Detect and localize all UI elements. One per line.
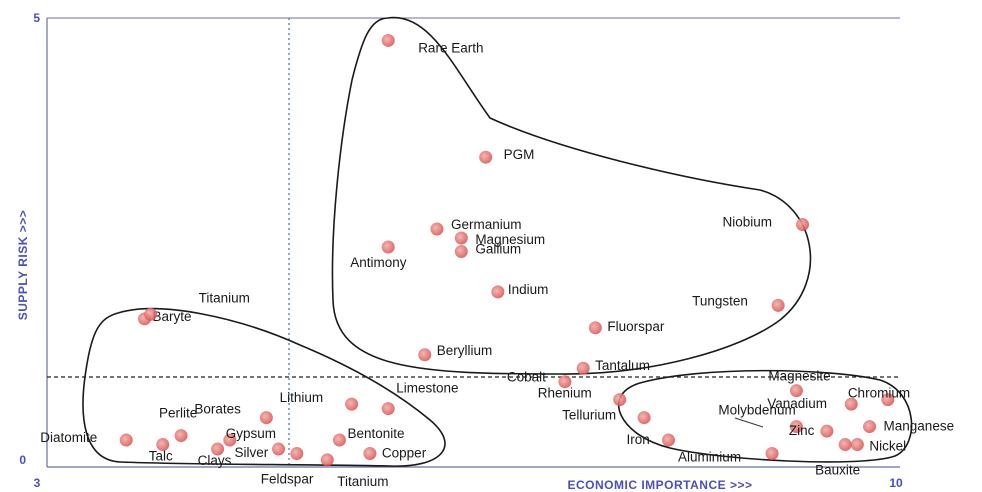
point-rhenium-15	[613, 393, 627, 407]
label-talc-34: Talc	[149, 449, 173, 464]
label-perlite-30: Perlite	[159, 406, 197, 421]
label-clays-35: Clays	[198, 453, 232, 468]
label-baryte-25: Baryte	[152, 309, 191, 324]
label-magnesium-3: Magnesium	[475, 232, 545, 247]
high-risk-cluster-outline	[331, 16, 812, 375]
label-limestone-27: Limestone	[396, 381, 458, 396]
label-titanium-39: Titanium	[337, 474, 388, 489]
label-bentonite-33: Bentonite	[347, 426, 404, 441]
y-tick-top: 5	[33, 11, 40, 25]
point-lithium-28	[345, 397, 359, 411]
point-iron-21	[661, 433, 675, 447]
label-beryllium-10: Beryllium	[437, 343, 493, 358]
point-clays-35	[211, 442, 225, 456]
point-gallium-4	[454, 244, 468, 258]
label-germanium-2: Germanium	[451, 217, 522, 232]
point-indium-7	[491, 285, 505, 299]
point-zinc-19	[820, 424, 834, 438]
low-importance-cluster-outline	[82, 307, 446, 467]
label-cobalt-12: Cobalt	[507, 370, 546, 385]
point-limestone-27	[381, 402, 395, 416]
point-vanadium-16	[844, 397, 858, 411]
point-magnesium-3	[454, 231, 468, 245]
label-chromium-14: Chromium	[848, 386, 910, 401]
point-titanium-26	[144, 307, 158, 321]
point-magnesite-13	[789, 384, 803, 398]
point-pgm-1	[479, 150, 493, 164]
point-tungsten-8	[771, 298, 785, 312]
point-beryllium-10	[418, 348, 432, 362]
label-copper-37: Copper	[382, 446, 427, 461]
point-perlite-30	[174, 429, 188, 443]
point-titanium-39	[320, 453, 334, 467]
point-cobalt-12	[558, 375, 572, 389]
label-vanadium-16: Vanadium	[767, 396, 827, 411]
point-chromium-14	[881, 393, 895, 407]
point-tellurium-18	[637, 411, 651, 425]
point-antimony-5	[381, 240, 395, 254]
point-feldspar-38	[290, 447, 304, 461]
label-gallium-4: Gallium	[475, 241, 521, 256]
molybdenum-leader-line	[734, 417, 764, 428]
point-germanium-2	[430, 222, 444, 236]
label-silver-36: Silver	[235, 445, 269, 460]
point-aluminium-23	[765, 447, 779, 461]
point-manganese-20	[863, 420, 877, 434]
label-tantalum-11: Tantalum	[595, 358, 650, 373]
point-borates-29	[259, 411, 273, 425]
point-bentonite-33	[332, 433, 346, 447]
y-tick-bottom: 0	[19, 453, 26, 467]
label-niobium-6: Niobium	[723, 215, 773, 230]
point-nickel-22	[850, 438, 864, 452]
label-feldspar-38: Feldspar	[261, 472, 314, 487]
label-aluminium-23: Aluminium	[678, 450, 741, 465]
label-rare-earth-0: Rare Earth	[418, 40, 483, 55]
label-rhenium-15: Rhenium	[538, 386, 592, 401]
label-gypsum-32: Gypsum	[226, 426, 276, 441]
point-tantalum-11	[576, 361, 590, 375]
point-diatomite-31	[119, 433, 133, 447]
label-tungsten-8: Tungsten	[692, 293, 748, 308]
low-risk-cluster-outline	[618, 369, 913, 463]
y-axis-title: SUPPLY RISK >>>	[16, 210, 30, 321]
x-tick-right: 10	[889, 476, 903, 490]
label-pgm-1: PGM	[504, 147, 535, 162]
point-rare-earth-0	[381, 33, 395, 47]
point-fluorspar-9	[588, 321, 602, 335]
label-borates-29: Borates	[194, 402, 241, 417]
x-tick-left: 3	[34, 476, 41, 490]
point-niobium-6	[796, 218, 810, 232]
label-antimony-5: Antimony	[350, 255, 407, 270]
label-molybdenum-17: Molybdenum	[718, 403, 795, 418]
label-magnesite-13: Magnesite	[768, 369, 830, 384]
point-bauxite-24	[838, 438, 852, 452]
label-indium-7: Indium	[508, 282, 549, 297]
label-tellurium-18: Tellurium	[562, 408, 616, 423]
point-gypsum-32	[223, 433, 237, 447]
label-nickel-22: Nickel	[869, 439, 906, 454]
label-zinc-19: Zinc	[789, 423, 815, 438]
point-silver-36	[272, 442, 286, 456]
point-copper-37	[363, 447, 377, 461]
label-manganese-20: Manganese	[884, 419, 955, 434]
label-iron-21: Iron	[626, 432, 649, 447]
label-titanium-26: Titanium	[199, 290, 250, 305]
label-fluorspar-9: Fluorspar	[607, 319, 665, 334]
label-bauxite-24: Bauxite	[815, 463, 860, 478]
point-molybdenum-17	[789, 420, 803, 434]
label-diatomite-31: Diatomite	[40, 430, 97, 445]
point-talc-34	[156, 438, 170, 452]
x-axis-title: ECONOMIC IMPORTANCE >>>	[568, 478, 753, 492]
label-lithium-28: Lithium	[280, 390, 324, 405]
